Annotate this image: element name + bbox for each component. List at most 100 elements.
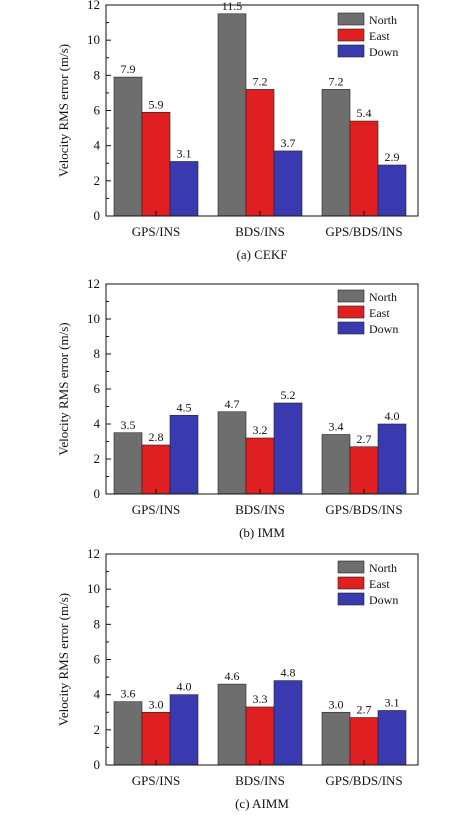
y-tick-label: 12 xyxy=(87,546,100,561)
bar-north-gps-bds-ins xyxy=(321,89,351,217)
bar-north-gps-bds-ins xyxy=(321,434,351,495)
x-tick-label: GPS/INS xyxy=(132,502,180,517)
panel-caption: (a) CEKF xyxy=(237,247,288,262)
data-label: 3.0 xyxy=(149,697,164,711)
legend-label-north: North xyxy=(369,290,397,304)
bar-east-bds-ins xyxy=(245,89,275,217)
bar-down-gps-bds-ins xyxy=(377,710,407,766)
x-tick-label: GPS/INS xyxy=(132,224,180,239)
legend-swatch-north xyxy=(337,289,365,303)
bar-down-gps-ins xyxy=(169,694,199,766)
bar-north-bds-ins xyxy=(217,411,247,495)
data-label: 4.7 xyxy=(225,397,240,411)
legend-swatch-down xyxy=(337,592,365,606)
data-label: 3.7 xyxy=(281,136,296,150)
x-tick-label: GPS/INS xyxy=(132,773,180,788)
bar-down-bds-ins xyxy=(273,402,303,495)
x-tick-label: BDS/INS xyxy=(235,773,285,788)
y-tick-label: 8 xyxy=(94,67,101,82)
y-axis-label: Velocity RMS error (m/s) xyxy=(56,44,71,177)
data-label: 2.7 xyxy=(357,703,372,717)
legend-label-down: Down xyxy=(369,593,398,607)
bar-down-bds-ins xyxy=(273,150,303,217)
y-tick-label: 2 xyxy=(94,173,101,188)
bar-down-gps-ins xyxy=(169,414,199,495)
chart-panel-3: 3.6 4.6 3.0 3.0 3.3 2.7 4.0 4.8 3.1 0 2 4 6 8 10 12 GPS/… xyxy=(56,546,419,811)
bar-down-gps-bds-ins xyxy=(377,423,407,495)
data-label: 3.5 xyxy=(121,418,136,432)
legend: North East Down xyxy=(337,289,398,336)
legend: North East Down xyxy=(337,12,398,59)
y-tick-label: 0 xyxy=(94,208,101,223)
data-label: 3.1 xyxy=(385,695,400,709)
y-tick-label: 10 xyxy=(87,32,100,47)
legend: North East Down xyxy=(337,560,398,607)
bar-north-gps-ins xyxy=(113,76,143,217)
data-label: 3.4 xyxy=(329,420,344,434)
legend-swatch-east xyxy=(337,305,365,319)
y-tick-label: 6 xyxy=(94,381,101,396)
bar-east-bds-ins xyxy=(245,437,275,495)
chart-panel-2: 3.5 4.7 3.4 2.8 3.2 2.7 4.5 5.2 4.0 0 2 4 6 8 10 12 GPS/… xyxy=(56,276,419,540)
bar-north-bds-ins xyxy=(217,13,247,217)
legend-label-north: North xyxy=(369,13,397,27)
bar-east-gps-bds-ins xyxy=(349,446,379,495)
data-label: 5.2 xyxy=(281,388,296,402)
y-tick-label: 6 xyxy=(94,652,101,667)
legend-label-east: East xyxy=(369,306,390,320)
data-label: 7.9 xyxy=(121,62,136,76)
y-tick-label: 4 xyxy=(94,687,101,702)
y-tick-label: 10 xyxy=(87,581,100,596)
y-axis-label: Velocity RMS error (m/s) xyxy=(56,593,71,726)
legend-label-east: East xyxy=(369,29,390,43)
panel-caption: (c) AIMM xyxy=(235,796,289,811)
bar-down-bds-ins xyxy=(273,680,303,766)
data-label: 4.5 xyxy=(177,400,192,414)
data-label: 4.6 xyxy=(225,669,240,683)
legend-swatch-east xyxy=(337,576,365,590)
legend-swatch-down xyxy=(337,321,365,335)
x-tick-label: BDS/INS xyxy=(235,502,285,517)
data-label: 2.8 xyxy=(149,430,164,444)
bar-east-gps-bds-ins xyxy=(349,120,379,217)
legend-label-down: Down xyxy=(369,45,398,59)
legend-label-east: East xyxy=(369,577,390,591)
legend-swatch-north xyxy=(337,560,365,574)
bar-east-gps-ins xyxy=(141,711,171,766)
panel-caption: (b) IMM xyxy=(239,525,285,540)
data-label: 4.8 xyxy=(281,666,296,680)
y-tick-label: 0 xyxy=(94,486,101,501)
y-tick-label: 4 xyxy=(94,416,101,431)
y-tick-label: 8 xyxy=(94,616,101,631)
data-label: 3.1 xyxy=(177,146,192,160)
chart-panel-1: 7.9 11.5 7.2 5.9 7.2 5.4 3.1 3.7 2.9 0 2 4 6 8 10 12 GPS… xyxy=(56,0,419,262)
legend-swatch-down xyxy=(337,44,365,58)
data-label: 3.0 xyxy=(329,697,344,711)
data-label: 3.3 xyxy=(253,692,268,706)
y-tick-label: 2 xyxy=(94,451,101,466)
data-label: 11.5 xyxy=(222,0,243,13)
bar-east-gps-ins xyxy=(141,111,171,217)
legend-label-north: North xyxy=(369,561,397,575)
y-tick-label: 2 xyxy=(94,722,101,737)
x-tick-label: GPS/BDS/INS xyxy=(325,773,402,788)
data-label: 7.2 xyxy=(253,74,268,88)
data-label: 5.4 xyxy=(357,106,372,120)
y-tick-label: 0 xyxy=(94,757,101,772)
legend-label-down: Down xyxy=(369,322,398,336)
y-tick-label: 4 xyxy=(94,138,101,153)
bar-east-gps-ins xyxy=(141,444,171,495)
y-tick-label: 12 xyxy=(87,276,100,291)
bar-down-gps-ins xyxy=(169,161,199,217)
y-tick-label: 6 xyxy=(94,103,101,118)
y-tick-label: 8 xyxy=(94,346,101,361)
bar-east-bds-ins xyxy=(245,706,275,766)
bar-east-gps-bds-ins xyxy=(349,717,379,766)
data-label: 2.9 xyxy=(385,150,400,164)
data-label: 4.0 xyxy=(177,680,192,694)
y-axis-label: Velocity RMS error (m/s) xyxy=(56,322,71,455)
bar-down-gps-bds-ins xyxy=(377,164,407,217)
data-label: 4.0 xyxy=(385,409,400,423)
data-label: 3.6 xyxy=(121,687,136,701)
